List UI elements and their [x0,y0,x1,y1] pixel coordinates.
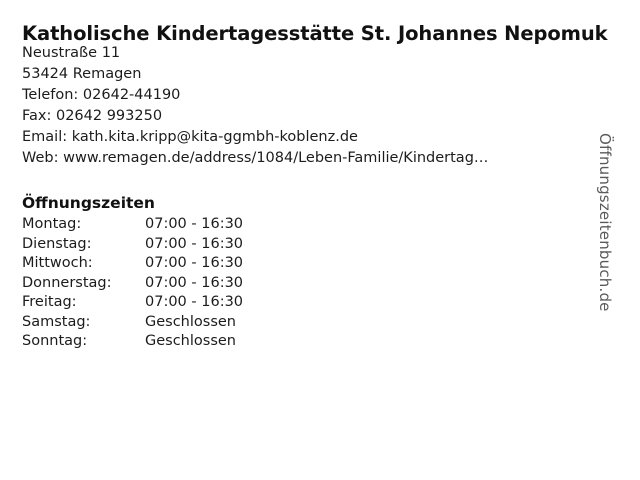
table-row: Mittwoch: 07:00 - 16:30 [22,254,305,274]
opening-hours-heading: Öffnungszeiten [22,193,155,212]
contact-block: Neustraße 11 53424 Remagen Telefon: 0264… [22,43,612,169]
day-label: Samstag: [22,313,91,330]
phone-line: Telefon: 02642-44190 [22,87,181,103]
day-hours: Geschlossen [145,313,236,330]
table-row: Dienstag: 07:00 - 16:30 [22,235,305,255]
page-title: Katholische Kindertagesstätte St. Johann… [22,22,608,46]
day-hours: 07:00 - 16:30 [145,294,244,310]
address-city: 53424 Remagen [22,66,142,82]
table-row: Sonntag: Geschlossen [22,332,305,352]
address-street: Neustraße 11 [22,45,121,61]
day-label: Donnerstag: [22,274,112,291]
fax-line: Fax: 02642 993250 [22,108,163,124]
day-label: Mittwoch: [22,255,93,271]
day-hours: 07:00 - 16:30 [145,216,244,232]
table-row: Donnerstag: 07:00 - 16:30 [22,274,305,294]
day-hours: 07:00 - 16:30 [145,235,244,252]
table-row: Samstag: Geschlossen [22,313,305,333]
table-row: Montag: 07:00 - 16:30 [22,215,305,235]
day-hours: Geschlossen [145,333,236,349]
site-watermark: Öffnungszeitenbuch.de [596,133,614,312]
table-row: Freitag: 07:00 - 16:30 [22,293,305,313]
day-label: Dienstag: [22,235,92,252]
day-hours: 07:00 - 16:30 [145,274,244,291]
email-line: Email: kath.kita.kripp@kita-ggmbh-koblen… [22,129,358,145]
day-label: Freitag: [22,294,77,310]
opening-hours-table: Montag: 07:00 - 16:30 Dienstag: 07:00 - … [22,215,305,352]
day-hours: 07:00 - 16:30 [145,255,244,271]
website-line: Web: www.remagen.de/address/1084/Leben-F… [22,150,489,166]
day-label: Sonntag: [22,333,88,349]
day-label: Montag: [22,216,82,232]
